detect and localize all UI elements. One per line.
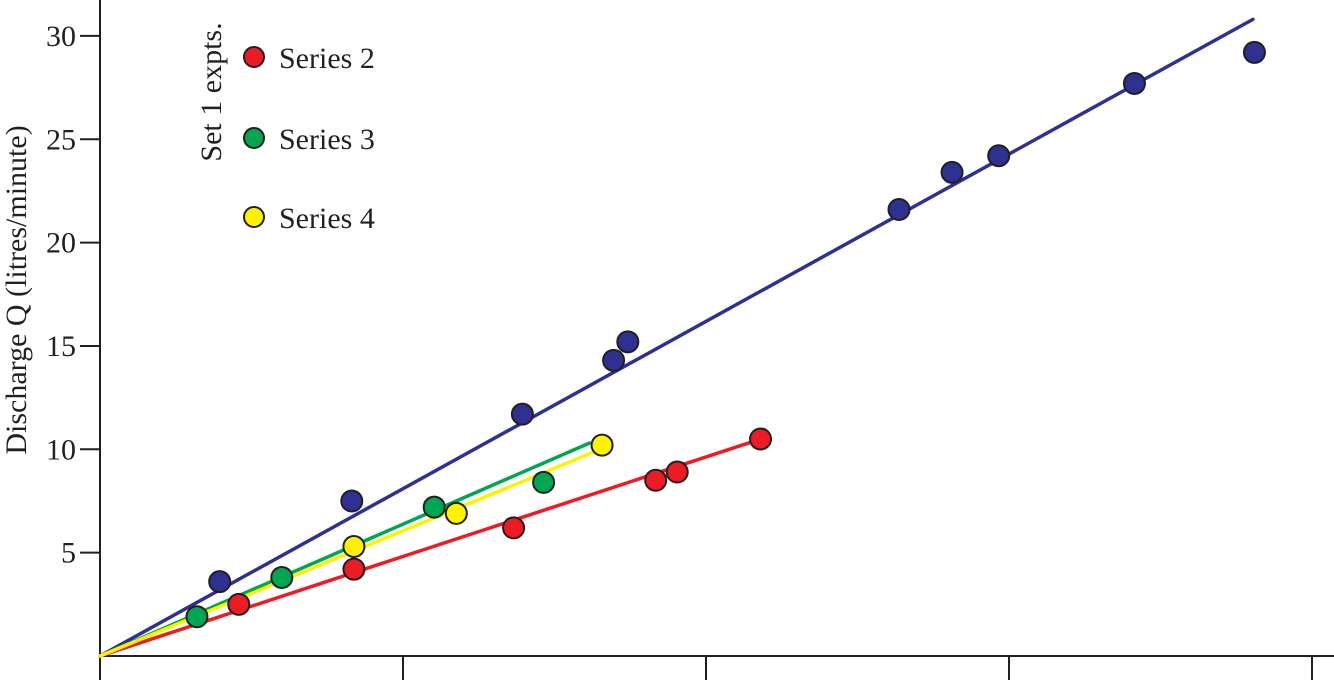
series1-point: [616, 330, 640, 354]
series2-point: [665, 460, 689, 484]
series2-legend-marker: [243, 46, 265, 68]
series3-point: [422, 495, 446, 519]
y-ticks: 5 10 15 20 25 30: [46, 20, 100, 570]
series1-fit-line: [98, 17, 1255, 658]
series3-legend-label: Series 3: [279, 123, 375, 156]
legend-items: Series 2 Series 3 Series 4: [243, 42, 375, 235]
series2-point: [749, 427, 773, 451]
series2-point: [227, 592, 251, 616]
series4-point: [342, 534, 366, 558]
series4-point: [444, 501, 468, 525]
series1-point: [887, 198, 911, 222]
series3-point: [270, 565, 294, 589]
x-ticks: [99, 656, 1313, 680]
series2-legend-label: Series 2: [279, 42, 375, 75]
series1-point: [940, 160, 964, 184]
series1-point: [1242, 40, 1266, 64]
series4-legend-marker: [243, 206, 265, 228]
y-tick-label: 10: [46, 433, 76, 466]
series3-legend-marker: [243, 127, 265, 149]
y-tick-label: 20: [46, 227, 76, 260]
series1-point: [1122, 71, 1146, 95]
series1-point: [602, 348, 626, 372]
data-points: [185, 40, 1266, 629]
series3-point: [532, 470, 556, 494]
series2-point: [502, 516, 526, 540]
legend-title: Set 1 expts.: [195, 22, 228, 161]
series1-point: [208, 570, 232, 594]
y-tick-label: 5: [61, 537, 76, 570]
series4-legend-label: Series 4: [279, 202, 375, 235]
series3-point: [185, 605, 209, 629]
series4-point: [590, 433, 614, 457]
fit-lines: [98, 17, 1255, 658]
y-tick-label: 15: [46, 330, 76, 363]
series2-point: [342, 557, 366, 581]
series1-point: [340, 489, 364, 513]
y-tick-label: 25: [46, 123, 76, 156]
axes: [99, 0, 1334, 680]
series2-point: [644, 468, 668, 492]
y-axis-label: Discharge Q (litres/minute): [0, 125, 33, 454]
y-tick-label: 30: [46, 20, 76, 53]
series1-point: [510, 402, 534, 426]
legend: Set 1 expts. Series 2 Series 3 Series 4: [195, 22, 375, 235]
series1-point: [987, 144, 1011, 168]
